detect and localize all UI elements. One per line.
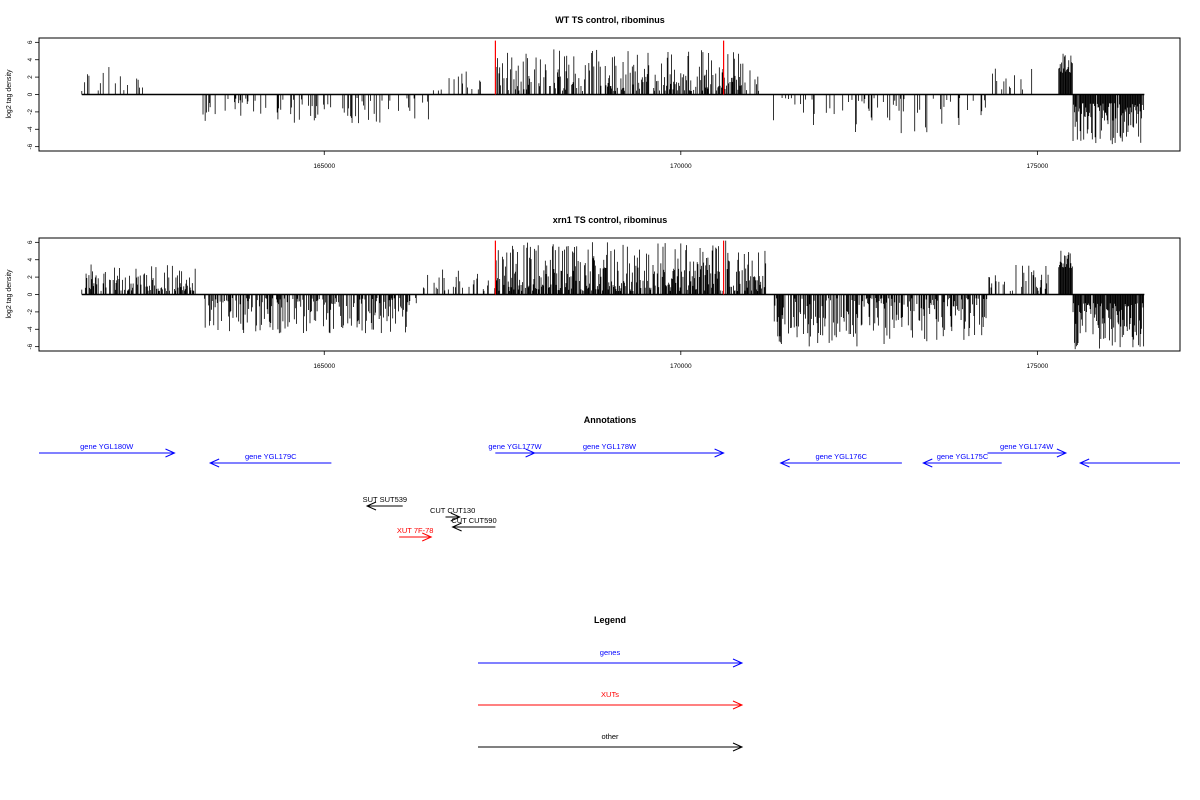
y-tick-label: 0 — [27, 292, 34, 296]
y-axis-label: log2 tag density — [6, 69, 13, 119]
axes: -6 -4 -2 0 2 4 6 165000 170000 175000 — [27, 240, 1049, 370]
x-tick-label: 170000 — [670, 363, 692, 370]
annotation-feature: XUT 7F-78 — [397, 526, 434, 542]
y-tick-label: -2 — [27, 309, 34, 315]
x-tick-label: 170000 — [670, 163, 692, 170]
y-tick-label: -6 — [27, 143, 34, 149]
wt-coverage-panel: WT TS control, ribominus log2 tag densit… — [6, 15, 1181, 170]
feature-label: gene YGL180W — [80, 442, 134, 451]
annotation-feature: gene YGL175C — [922, 452, 1002, 468]
annotation-feature: CUT CUT590 — [451, 516, 497, 532]
feature-arrow-head — [422, 532, 433, 542]
feature-label: gene YGL176C — [815, 452, 867, 461]
legend-entry: genes — [478, 648, 744, 668]
annotation-feature: gene YGL176C — [779, 452, 902, 468]
y-tick-label: -2 — [27, 109, 34, 115]
feature-label: gene YGL179C — [245, 452, 297, 461]
marker-lines — [494, 40, 725, 95]
legend-arrow-head — [732, 700, 744, 710]
feature-arrow-head — [714, 448, 725, 458]
feature-label: CUT CUT130 — [430, 506, 475, 515]
annotations-title: Annotations — [584, 415, 637, 425]
annotation-feature: SUT SUT539 — [363, 495, 407, 511]
legend-entries: genes XUTs other — [478, 648, 744, 752]
y-tick-label: 0 — [27, 92, 34, 96]
feature-arrow-head — [1056, 448, 1068, 458]
coverage-bars — [81, 240, 1145, 350]
xrn1-coverage-panel: xrn1 TS control, ribominus log2 tag dens… — [6, 215, 1181, 370]
y-tick-label: 4 — [27, 58, 34, 62]
annotation-feature: gene YGL179C — [208, 452, 332, 468]
axes: -6 -4 -2 0 2 4 6 165000 170000 175000 — [27, 40, 1049, 170]
y-tick-label: 6 — [27, 40, 34, 44]
feature-arrow-head — [1078, 458, 1090, 468]
y-tick-label: 4 — [27, 258, 34, 262]
feature-label: CUT CUT590 — [451, 516, 496, 525]
feature-arrow-head — [779, 458, 790, 468]
y-tick-label: -6 — [27, 343, 34, 349]
annotation-feature: CUT CUT130 — [430, 506, 475, 522]
annotation-feature: gene YGL180W — [39, 442, 176, 458]
legend-label: genes — [600, 648, 621, 657]
panel-title: WT TS control, ribominus — [555, 15, 665, 25]
feature-arrow-head — [165, 448, 176, 458]
y-tick-label: 6 — [27, 240, 34, 244]
feature-label: XUT 7F-78 — [397, 526, 434, 535]
feature-label: gene YGL177W — [488, 442, 542, 451]
x-tick-label: 165000 — [313, 363, 335, 370]
legend-label: other — [601, 732, 619, 741]
x-tick-label: 165000 — [313, 163, 335, 170]
annotation-features: gene YGL180W gene YGL179C gene YGL177W gene… — [39, 442, 1180, 542]
feature-arrow-head — [450, 512, 461, 522]
y-tick-label: -4 — [27, 326, 34, 332]
legend-arrow-head — [732, 742, 744, 752]
y-tick-label: 2 — [27, 275, 34, 279]
legend-arrow-head — [732, 658, 744, 668]
feature-arrow-head — [922, 458, 933, 468]
legend-label: XUTs — [601, 690, 619, 699]
annotation-feature: gene YGL177W — [488, 442, 543, 458]
feature-arrow-head — [451, 522, 462, 532]
feature-label: SUT SUT539 — [363, 495, 407, 504]
annotation-feature: gene YGL174W — [987, 442, 1068, 458]
feature-label: gene YGL175C — [937, 452, 989, 461]
feature-arrow-head — [208, 458, 220, 468]
marker-lines — [494, 240, 725, 295]
coverage-bars — [81, 49, 1145, 145]
feature-label: gene YGL178W — [583, 442, 637, 451]
y-tick-label: -4 — [27, 126, 34, 132]
x-tick-label: 175000 — [1027, 363, 1049, 370]
feature-arrow-head — [365, 501, 377, 511]
legend-title: Legend — [594, 615, 626, 625]
legend: Legend genes XUTs other — [478, 615, 744, 752]
feature-label: gene YGL174W — [1000, 442, 1054, 451]
legend-entry: XUTs — [478, 690, 744, 710]
legend-entry: other — [478, 732, 744, 752]
panel-title: xrn1 TS control, ribominus — [553, 215, 668, 225]
x-tick-label: 175000 — [1027, 163, 1049, 170]
y-axis-label: log2 tag density — [6, 269, 13, 319]
y-tick-label: 2 — [27, 75, 34, 79]
annotation-feature — [1078, 458, 1180, 468]
annotation-feature: gene YGL178W — [495, 442, 725, 458]
